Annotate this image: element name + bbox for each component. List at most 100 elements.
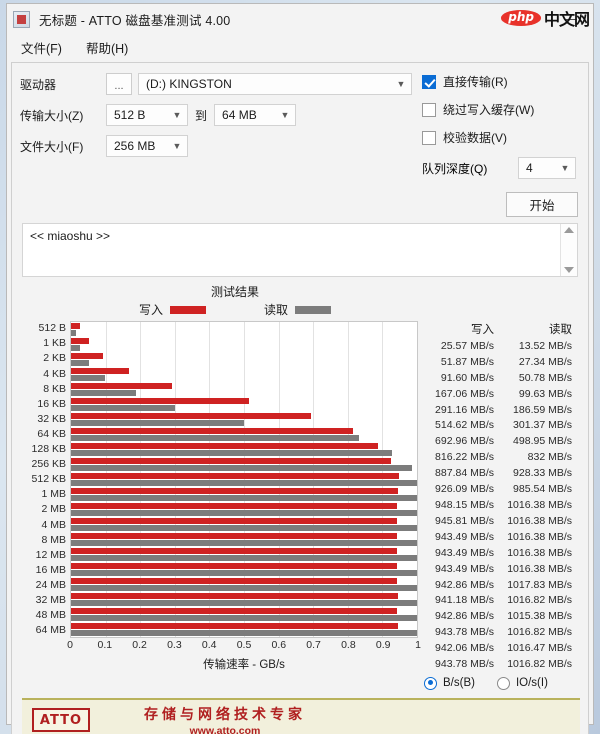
x-tick-label: 0.2 xyxy=(132,639,147,651)
x-tick-label: 0.8 xyxy=(341,639,356,651)
minimize-button[interactable] xyxy=(549,4,593,34)
cell-write: 291.16 MB/s xyxy=(435,403,494,416)
y-tick-label: 2 MB xyxy=(41,503,66,516)
cell-write: 943.49 MB/s xyxy=(435,562,494,575)
bar-group xyxy=(71,457,417,472)
cell-read: 832 MB/s xyxy=(527,451,572,464)
bar-write xyxy=(71,398,250,404)
cell-write: 514.62 MB/s xyxy=(435,419,494,432)
cell-write: 25.57 MB/s xyxy=(440,339,494,352)
x-tick-label: 0.3 xyxy=(167,639,182,651)
menu-item-file[interactable]: 文件(F) xyxy=(21,41,62,56)
scroll-up-icon[interactable] xyxy=(564,227,574,233)
scroll-down-icon[interactable] xyxy=(564,267,574,273)
cell-read: 1016.38 MB/s xyxy=(507,514,572,527)
table-row: 942.86 MB/s 1015.38 MB/s xyxy=(422,608,578,624)
radio-iops[interactable] xyxy=(496,676,510,690)
bar-read xyxy=(71,390,136,396)
table-row: 943.49 MB/s 1016.38 MB/s xyxy=(422,529,578,545)
footer-tagline: 存储与网络技术专家 xyxy=(144,706,306,723)
chart-legend: 写入 读取 xyxy=(12,301,588,318)
window-controls xyxy=(549,4,593,34)
drive-label: 驱动器 xyxy=(20,77,57,92)
bar-group xyxy=(71,412,417,427)
cell-write: 887.84 MB/s xyxy=(435,467,494,480)
menu-item-help[interactable]: 帮助(H) xyxy=(85,41,129,56)
unit-option-iops[interactable]: IO/s(I) xyxy=(496,676,548,690)
cell-read: 1015.38 MB/s xyxy=(507,610,572,623)
description-scrollbar[interactable] xyxy=(560,224,577,276)
cell-read: 186.59 MB/s xyxy=(513,403,572,416)
cell-write: 51.87 MB/s xyxy=(440,355,494,368)
start-button[interactable]: 开始 xyxy=(506,192,578,217)
browse-button[interactable]: ... xyxy=(106,73,132,95)
bar-read xyxy=(71,465,412,471)
bar-group xyxy=(71,547,417,562)
direct-io-checkbox-row[interactable]: 直接传输(R) xyxy=(422,73,578,90)
watermark-badge: php xyxy=(501,10,541,26)
table-row: 816.22 MB/s 832 MB/s xyxy=(422,449,578,465)
bar-read xyxy=(71,420,244,426)
file-size-select[interactable]: 256 MB ▼ xyxy=(106,135,188,157)
cell-write: 943.78 MB/s xyxy=(435,626,494,639)
bar-write xyxy=(71,563,397,569)
verify-data-checkbox[interactable] xyxy=(422,130,436,145)
start-button-wrapper: 开始 xyxy=(422,192,578,217)
bar-read xyxy=(71,375,106,381)
bar-group xyxy=(71,622,417,637)
transfer-size-from-select[interactable]: 512 B ▼ xyxy=(106,104,188,126)
table-row: 887.84 MB/s 928.33 MB/s xyxy=(422,465,578,481)
table-row: 167.06 MB/s 99.63 MB/s xyxy=(422,386,578,402)
radio-bytes[interactable] xyxy=(424,676,437,690)
bar-read xyxy=(71,450,393,456)
verify-data-checkbox-row[interactable]: 校验数据(V) xyxy=(422,129,578,146)
chart-x-axis-title: 传输速率 - GB/s xyxy=(203,659,285,671)
cell-read: 301.37 MB/s xyxy=(513,419,572,432)
description-box[interactable]: << miaoshu >> xyxy=(22,223,578,277)
app-icon xyxy=(13,10,30,28)
cell-read: 1016.47 MB/s xyxy=(507,642,572,655)
drive-select[interactable]: (D:) KINGSTON ▼ xyxy=(138,73,412,95)
cell-write: 942.86 MB/s xyxy=(435,610,494,623)
table-row: 25.57 MB/s 13.52 MB/s xyxy=(422,338,578,354)
queue-depth-select[interactable]: 4 ▼ xyxy=(518,157,576,179)
cell-write: 941.18 MB/s xyxy=(435,594,494,607)
results-table: 写入 读取 25.57 MB/s 13.52 MB/s 51.87 MB/s 27.3… xyxy=(418,321,578,672)
queue-depth-label: 队列深度(Q) xyxy=(422,161,488,176)
unit-option-bytes[interactable]: B/s(B) xyxy=(424,676,475,690)
direct-io-checkbox[interactable] xyxy=(422,74,436,89)
table-row: 941.18 MB/s 1016.82 MB/s xyxy=(422,593,578,609)
table-row: 51.87 MB/s 27.34 MB/s xyxy=(422,354,578,370)
units-panel: B/s(B) IO/s(I) xyxy=(418,672,578,694)
y-tick-label: 256 KB xyxy=(31,458,66,471)
bar-read xyxy=(71,555,417,561)
title-bar: 无标题 - ATTO 磁盘基准测试 4.00 php 中文网 xyxy=(7,4,593,34)
y-tick-label: 4 MB xyxy=(41,518,66,531)
cell-read: 928.33 MB/s xyxy=(513,467,572,480)
legend-swatch-read xyxy=(295,305,332,314)
bar-write xyxy=(71,593,398,599)
bar-group xyxy=(71,487,417,502)
description-text[interactable]: << miaoshu >> xyxy=(30,229,111,243)
bar-write xyxy=(71,473,400,479)
window-title: 无标题 - ATTO 磁盘基准测试 4.00 xyxy=(39,13,231,28)
transfer-size-to-select[interactable]: 64 MB ▼ xyxy=(214,104,297,126)
bar-read xyxy=(71,435,359,441)
atto-footer-banner: ATTO 存储与网络技术专家 www.atto.com xyxy=(22,698,580,734)
table-header-row: 写入 读取 xyxy=(422,321,578,338)
cell-write: 167.06 MB/s xyxy=(435,387,494,400)
bar-chart: 512 B 1 KB 2 KB 4 KB 8 KB 16 KB 32 KB 64 KB 128 … xyxy=(18,321,421,672)
bar-write xyxy=(71,353,103,359)
x-tick-label: 0.9 xyxy=(375,639,391,651)
drive-value: (D:) KINGSTON xyxy=(146,77,232,91)
y-tick-label: 32 MB xyxy=(35,593,66,606)
bypass-cache-checkbox[interactable] xyxy=(422,102,436,117)
bar-read xyxy=(71,540,417,546)
verify-data-label: 校验数据(V) xyxy=(443,131,507,145)
cell-read: 13.52 MB/s xyxy=(518,339,572,352)
cell-read: 1016.82 MB/s xyxy=(507,626,572,639)
cell-read: 1016.82 MB/s xyxy=(507,658,572,671)
cell-write: 942.86 MB/s xyxy=(435,578,494,591)
bypass-cache-checkbox-row[interactable]: 绕过写入缓存(W) xyxy=(422,101,578,118)
y-tick-label: 8 MB xyxy=(41,533,66,546)
